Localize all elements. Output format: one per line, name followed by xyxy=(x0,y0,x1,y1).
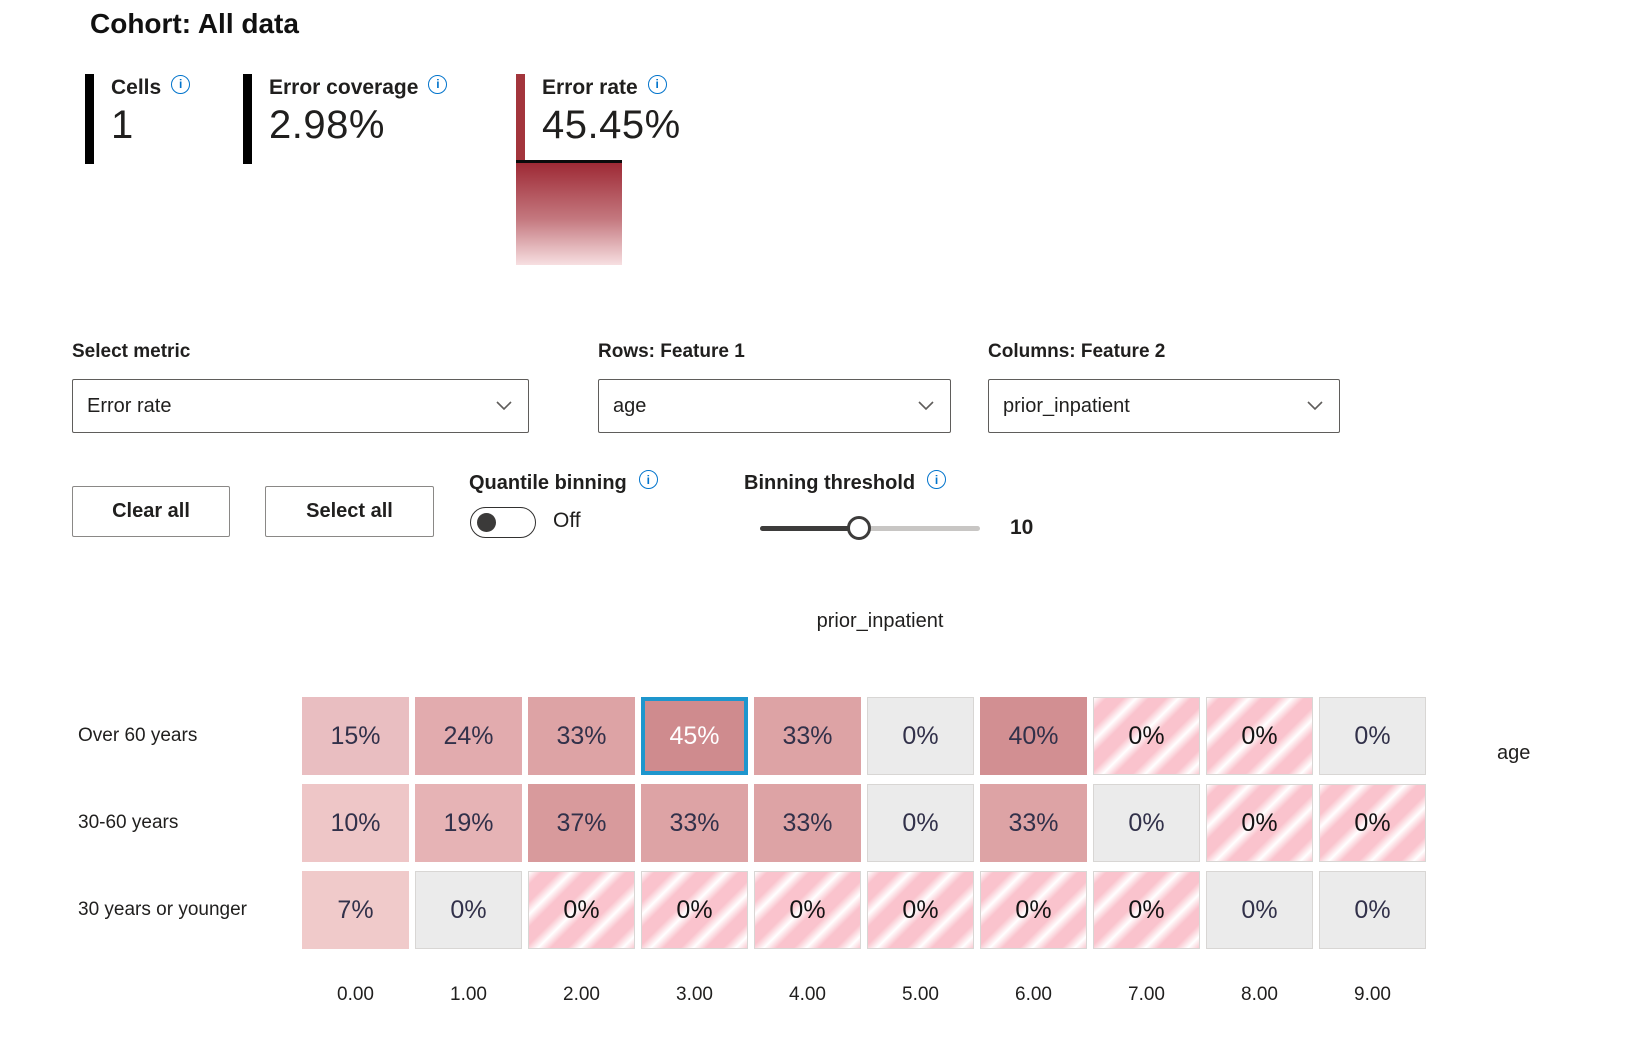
heatmap-cell-r0-c3[interactable]: 45% xyxy=(641,697,748,775)
metric-error-coverage-bar xyxy=(243,74,252,164)
heatmap-cell-r0-c8[interactable]: 0% xyxy=(1206,697,1313,775)
heatmap-col-labels: 0.00 1.00 2.00 3.00 4.00 5.00 6.00 7.00 8.00 9.00 xyxy=(302,984,1426,1006)
columns-feature-label: Columns: Feature 2 xyxy=(988,341,1166,362)
quantile-binning-toggle[interactable] xyxy=(470,507,536,538)
heatmap-cell-r1-c1[interactable]: 19% xyxy=(415,784,522,862)
metric-error-coverage: Error coverage i 2.98% xyxy=(243,74,448,164)
select-metric-label: Select metric xyxy=(72,341,191,362)
metric-cells-label: Cells xyxy=(111,76,162,99)
heatmap-row-2: 7% 0% 0% 0% 0% 0% 0% 0% 0% 0% xyxy=(302,871,1426,949)
heatmap-row-label-1: 30-60 years xyxy=(78,812,179,833)
metric-error-rate: Error rate i 45.45% xyxy=(516,74,681,164)
heatmap-row-0: 15% 24% 33% 45% 33% 0% 40% 0% 0% 0% xyxy=(302,697,1426,775)
heatmap-title: prior_inpatient xyxy=(816,610,944,632)
error-rate-gradient-legend xyxy=(516,160,622,265)
heatmap-cell-r0-c2[interactable]: 33% xyxy=(528,697,635,775)
heatmap-cell-r0-c4[interactable]: 33% xyxy=(754,697,861,775)
heatmap-cell-r2-c4[interactable]: 0% xyxy=(754,871,861,949)
rows-feature-dropdown[interactable]: age xyxy=(598,379,951,433)
select-metric-value: Error rate xyxy=(87,394,172,417)
heatmap-col-label-9: 9.00 xyxy=(1354,984,1391,1005)
heatmap-cell-r2-c6[interactable]: 0% xyxy=(980,871,1087,949)
heatmap-cell-r0-c9[interactable]: 0% xyxy=(1319,697,1426,775)
quantile-binning-header: Quantile binning i xyxy=(469,470,658,495)
heatmap-cell-r1-c5[interactable]: 0% xyxy=(867,784,974,862)
heatmap-cell-r2-c5[interactable]: 0% xyxy=(867,871,974,949)
chevron-down-icon xyxy=(918,401,934,411)
heatmap-col-label-2: 2.00 xyxy=(563,984,600,1005)
heatmap-row-label-2: 30 years or younger xyxy=(78,899,247,920)
heatmap-cell-r2-c9[interactable]: 0% xyxy=(1319,871,1426,949)
heatmap-cell-r1-c0[interactable]: 10% xyxy=(302,784,409,862)
toggle-knob-icon xyxy=(477,513,496,532)
info-icon[interactable]: i xyxy=(638,470,658,489)
heatmap-row-labels: Over 60 years 30-60 years 30 years or youn… xyxy=(78,697,247,949)
heatmap-cell-r0-c0[interactable]: 15% xyxy=(302,697,409,775)
columns-feature-value: prior_inpatient xyxy=(1003,394,1130,417)
info-icon[interactable]: i xyxy=(428,74,448,94)
heatmap-cell-r0-c1[interactable]: 24% xyxy=(415,697,522,775)
slider-active-track xyxy=(760,526,859,531)
cohort-title: Cohort: All data xyxy=(90,8,299,39)
binning-threshold-value: 10 xyxy=(1010,516,1034,539)
heatmap-cell-r1-c7[interactable]: 0% xyxy=(1093,784,1200,862)
metric-error-coverage-value: 2.98% xyxy=(269,103,385,147)
columns-feature-dropdown[interactable]: prior_inpatient xyxy=(988,379,1340,433)
chevron-down-icon xyxy=(496,401,512,411)
heatmap-cell-r1-c9[interactable]: 0% xyxy=(1319,784,1426,862)
heatmap-col-label-0: 0.00 xyxy=(337,984,374,1005)
heatmap-cell-r2-c1[interactable]: 0% xyxy=(415,871,522,949)
heatmap-cell-r1-c6[interactable]: 33% xyxy=(980,784,1087,862)
heatmap-row-1: 10% 19% 37% 33% 33% 0% 33% 0% 0% 0% xyxy=(302,784,1426,862)
metric-error-rate-label: Error rate xyxy=(542,76,638,99)
metric-error-rate-value: 45.45% xyxy=(542,103,681,147)
info-icon[interactable]: i xyxy=(171,74,191,94)
binning-threshold-header: Binning threshold i xyxy=(744,470,947,495)
metric-error-rate-bar xyxy=(516,74,525,164)
slider-handle[interactable] xyxy=(847,516,871,540)
quantile-binning-label: Quantile binning xyxy=(469,472,627,494)
heatmap-col-label-6: 6.00 xyxy=(1015,984,1052,1005)
info-icon[interactable]: i xyxy=(647,74,667,94)
heatmap-cell-r1-c4[interactable]: 33% xyxy=(754,784,861,862)
heatmap-ylabel: age xyxy=(1497,742,1531,764)
rows-feature-label: Rows: Feature 1 xyxy=(598,341,745,362)
heatmap-cell-r0-c5[interactable]: 0% xyxy=(867,697,974,775)
heatmap-cell-r2-c0[interactable]: 7% xyxy=(302,871,409,949)
heatmap-row-label-0: Over 60 years xyxy=(78,725,198,746)
heatmap-col-label-7: 7.00 xyxy=(1128,984,1165,1005)
heatmap-cell-r2-c8[interactable]: 0% xyxy=(1206,871,1313,949)
heatmap-cell-r0-c7[interactable]: 0% xyxy=(1093,697,1200,775)
heatmap-col-label-1: 1.00 xyxy=(450,984,487,1005)
heatmap-col-label-4: 4.00 xyxy=(789,984,826,1005)
metric-cells: Cells i 1 xyxy=(85,74,191,164)
metric-cells-bar xyxy=(85,74,94,164)
rows-feature-value: age xyxy=(613,394,647,417)
quantile-binning-state: Off xyxy=(553,509,581,532)
binning-threshold-slider[interactable] xyxy=(760,516,980,540)
select-all-button[interactable]: Select all xyxy=(265,486,434,537)
info-icon[interactable]: i xyxy=(927,470,947,489)
heatmap-grid: 15% 24% 33% 45% 33% 0% 40% 0% 0% 0% 10% 19% 37% 33% 33… xyxy=(302,697,1426,949)
heatmap-col-label-5: 5.00 xyxy=(902,984,939,1005)
heatmap-cell-r2-c7[interactable]: 0% xyxy=(1093,871,1200,949)
select-metric-dropdown[interactable]: Error rate xyxy=(72,379,529,433)
heatmap-cell-r1-c3[interactable]: 33% xyxy=(641,784,748,862)
binning-threshold-label: Binning threshold xyxy=(744,472,916,494)
clear-all-button[interactable]: Clear all xyxy=(72,486,230,537)
heatmap-cell-r1-c8[interactable]: 0% xyxy=(1206,784,1313,862)
heatmap-cell-r2-c2[interactable]: 0% xyxy=(528,871,635,949)
heatmap-cell-r1-c2[interactable]: 37% xyxy=(528,784,635,862)
heatmap-col-label-8: 8.00 xyxy=(1241,984,1278,1005)
chevron-down-icon xyxy=(1307,401,1323,411)
heatmap-col-label-3: 3.00 xyxy=(676,984,713,1005)
metric-error-coverage-label: Error coverage xyxy=(269,76,419,99)
heatmap-cell-r2-c3[interactable]: 0% xyxy=(641,871,748,949)
heatmap-cell-r0-c6[interactable]: 40% xyxy=(980,697,1087,775)
metric-cells-value: 1 xyxy=(111,103,134,147)
